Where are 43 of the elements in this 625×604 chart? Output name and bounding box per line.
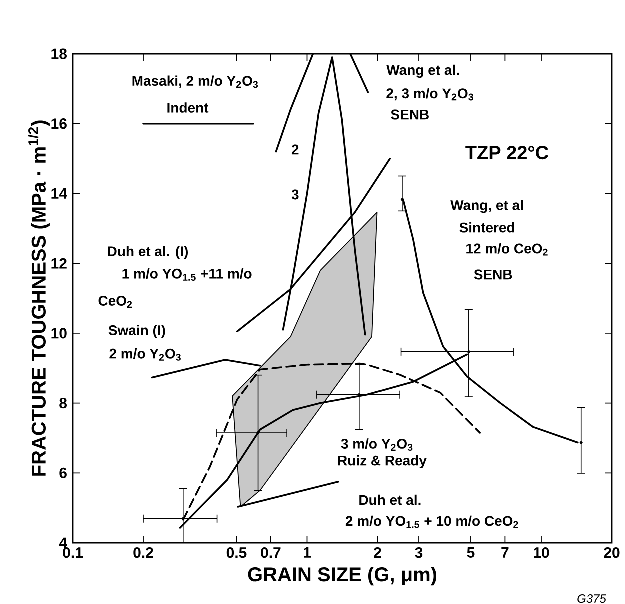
annotation: 3 m/o Y$_{2}$O$_{3}$ <box>341 438 413 452</box>
annotation: CeO$_{2}$ <box>98 296 132 308</box>
annotation: Sintered <box>460 222 514 233</box>
y-axis-title: FRACTURE TOUGHNESS (MPa · m$^{1/2}$) <box>28 120 50 476</box>
annotation: 2 <box>292 144 299 155</box>
y-tick-label: 12 <box>52 258 67 269</box>
text: G375 <box>578 594 606 604</box>
x-tick-label: 2 <box>374 548 382 558</box>
x-tick-label: 3 <box>415 548 423 558</box>
x-tick-label: 20 <box>604 548 620 558</box>
x-tick-label: 0.1 <box>63 548 84 558</box>
x-tick-label: 0.2 <box>134 548 154 558</box>
annotation: SENB <box>391 110 429 120</box>
annotation: Indent <box>168 102 209 113</box>
annotation: 2, 3 m/o Y$_{2}$O$_{3}$ <box>386 88 474 101</box>
x-tick-label: 5 <box>467 548 475 558</box>
x-tick-label: 10 <box>534 548 550 558</box>
x-axis-title: GRAIN SIZE (G, μm) <box>248 566 437 586</box>
x-tick-label: 1 <box>304 548 311 558</box>
y-tick-label: 18 <box>52 48 68 60</box>
annotation: 3 <box>292 190 299 200</box>
y-tick-label: 14 <box>52 188 68 199</box>
annotation: Duh et al. <box>360 494 421 506</box>
y-tick-label: 16 <box>52 118 67 130</box>
annotation: 2 m/o Y$_{2}$O$_{3}$ <box>110 348 181 361</box>
annotation: SENB <box>474 270 512 280</box>
y-tick-label: 6 <box>60 468 67 478</box>
annotation: Wang et al. <box>386 64 460 78</box>
annotation: 1 m/o YO$_{1.5}$ +11 m/o <box>122 268 252 281</box>
annotation: Ruiz & Ready <box>338 455 427 468</box>
x-tick-label: 7 <box>502 548 509 558</box>
y-tick-label: 8 <box>60 398 68 409</box>
annotation: Duh et al. (I) <box>108 246 188 260</box>
annotation: Swain (I) <box>108 325 166 338</box>
x-tick-label: 0.5 <box>226 548 247 558</box>
annotation: Wang, et al <box>450 200 523 214</box>
annotation: 2 m/o YO$_{1.5}$ + 10 m/o CeO$_{2}$ <box>346 516 518 528</box>
annotation: TZP 22°C <box>466 146 548 160</box>
y-tick-label: 10 <box>52 328 67 339</box>
annotation: 12 m/o CeO$_{2}$ <box>466 243 548 256</box>
x-tick-label: 0.7 <box>261 548 281 558</box>
annotation: Masaki, 2 m/o Y$_{2}$O$_{3}$ <box>132 76 258 88</box>
y-tick-label: 4 <box>59 538 68 548</box>
